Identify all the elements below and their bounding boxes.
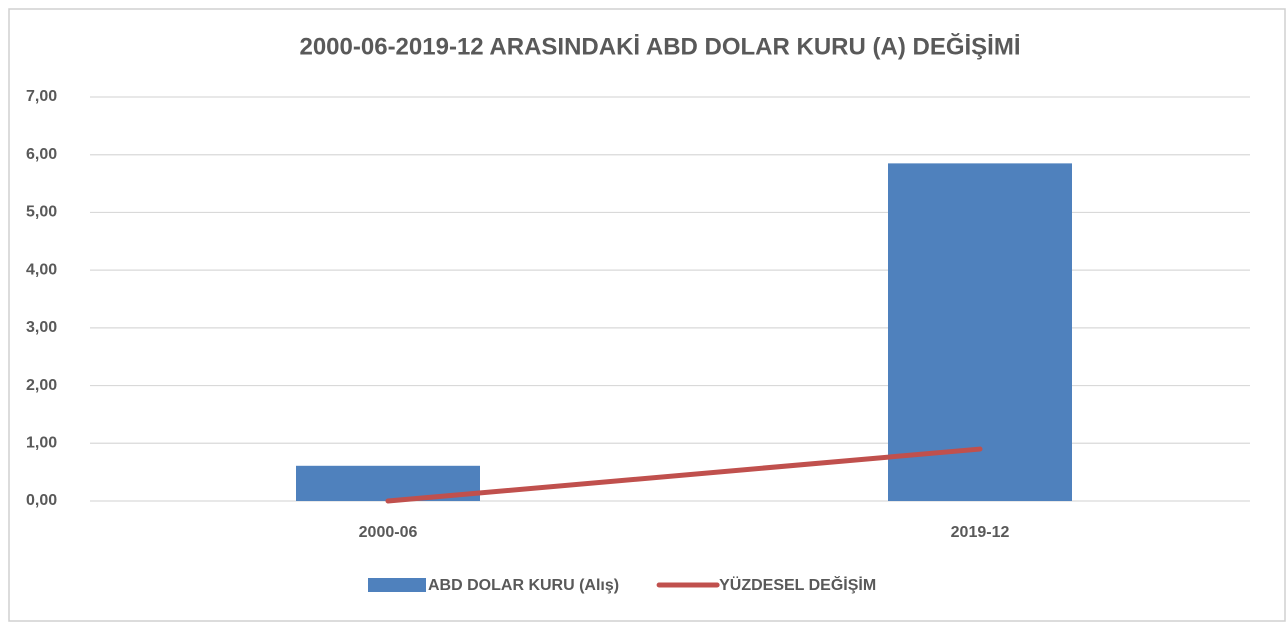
y-tick-label: 4,00: [26, 261, 57, 278]
line: [385, 446, 983, 504]
y-tick-label: 6,00: [26, 146, 57, 163]
chart-title: 2000-06-2019-12 ARASINDAKİ ABD DOLAR KUR…: [299, 32, 1020, 60]
legend-label: YÜZDESEL DEĞİŞİM: [719, 575, 876, 594]
y-tick-label: 7,00: [26, 88, 57, 105]
bar: [888, 163, 1072, 501]
chart-border: [8, 8, 1286, 622]
y-tick-label: 3,00: [26, 319, 57, 336]
legend-swatch: [368, 578, 426, 592]
y-tick-label: 5,00: [26, 204, 57, 221]
y-tick-label: 1,00: [26, 435, 57, 452]
y-tick-label: 0,00: [26, 492, 57, 509]
x-tick-label: 2000-06: [359, 524, 418, 541]
legend-label: ABD DOLAR KURU (Alış): [428, 577, 619, 594]
y-tick-label: 2,00: [26, 377, 57, 394]
x-tick-label: 2019-12: [951, 524, 1010, 541]
